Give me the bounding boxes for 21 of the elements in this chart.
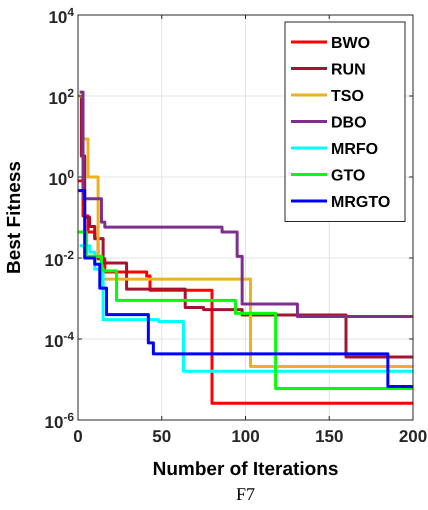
legend-label: TSO (331, 88, 364, 105)
y-tick-label: 10$^{0}$ (48, 167, 74, 189)
legend-label: MRFO (331, 141, 378, 158)
x-tick-label: 150 (315, 427, 344, 446)
y-tick-label: 10$^{2}$ (48, 86, 74, 108)
x-axis-title: Number of Iterations (152, 459, 338, 480)
legend-label: MRGTO (331, 194, 390, 211)
legend-label: GTO (331, 168, 366, 184)
x-tick-label: 200 (398, 427, 428, 446)
x-tick-label: 50 (152, 427, 172, 446)
text: F7 (236, 484, 256, 504)
y-tick-label: 10$^{4}$ (48, 5, 74, 27)
legend-label: RUN (331, 62, 366, 78)
y-tick-label: 10$^{-2}$ (44, 248, 74, 270)
y-tick-label: 10$^{-4}$ (44, 329, 74, 351)
x-tick-label: 100 (231, 427, 260, 446)
legend-label: BWO (331, 35, 370, 52)
y-axis-title: Best Fitness (4, 161, 25, 274)
x-tick-label: 0 (73, 427, 83, 446)
legend-label: DBO (331, 114, 367, 132)
y-tick-label: 10$^{-6}$ (44, 410, 74, 432)
